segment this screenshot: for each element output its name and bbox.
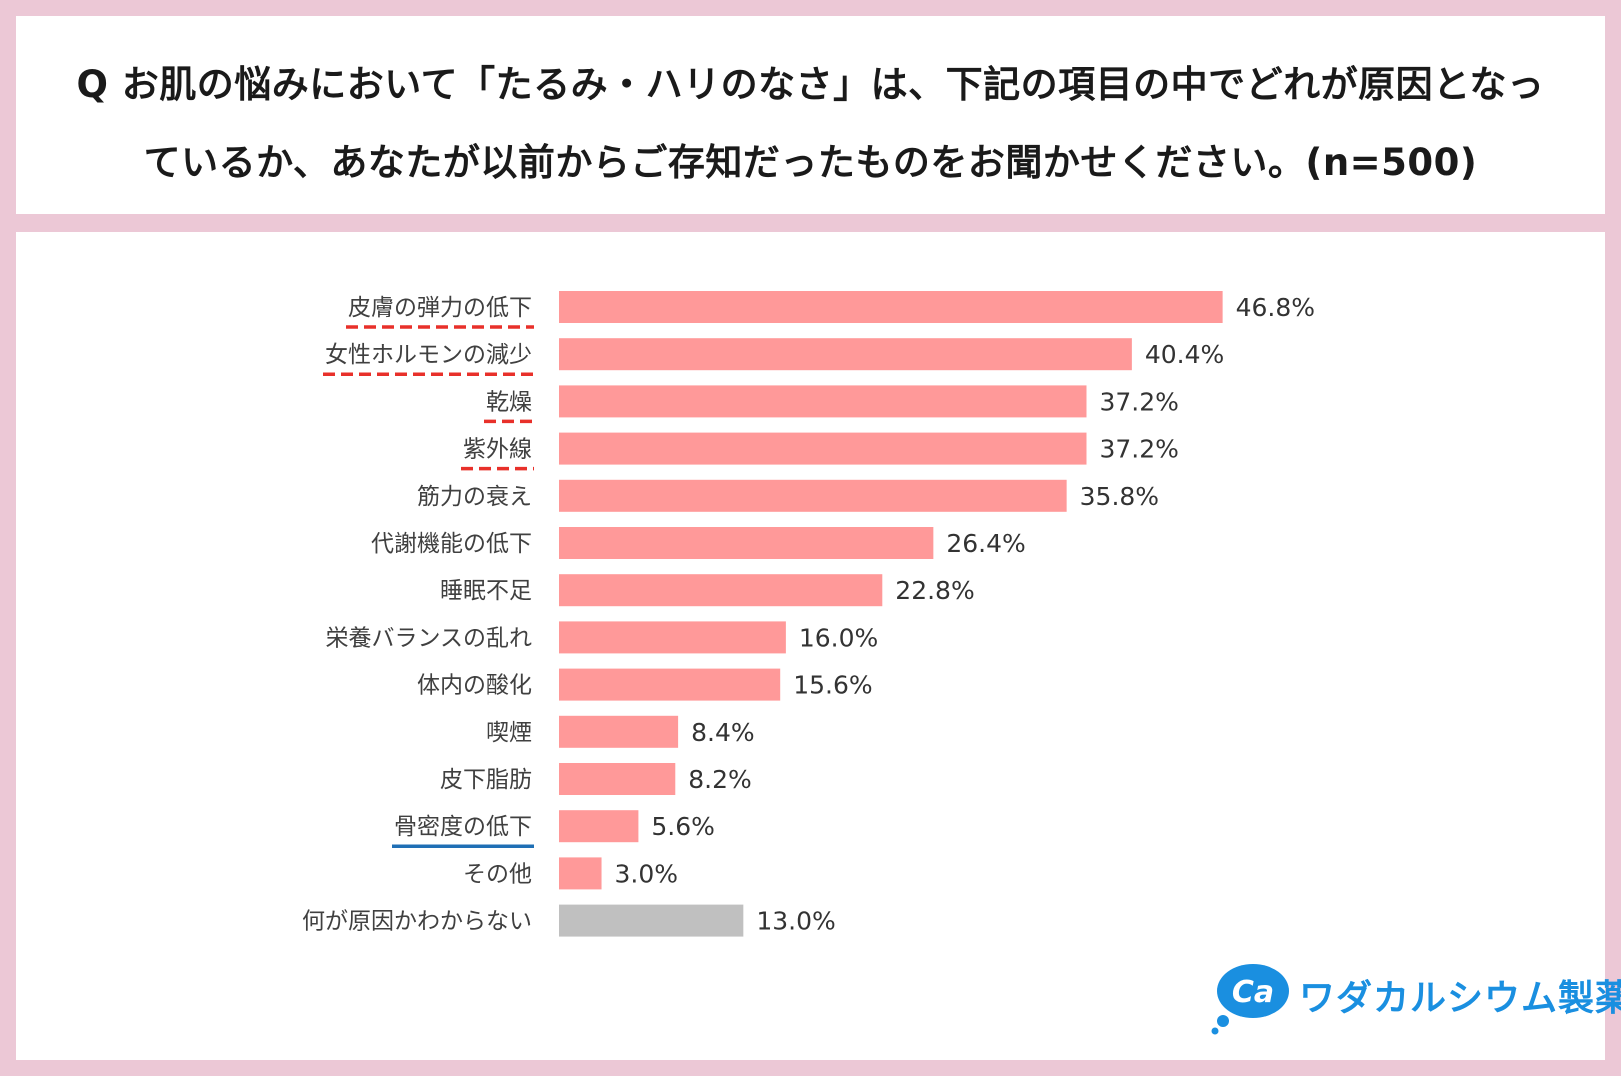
category-label: 女性ホルモンの減少 [325, 342, 532, 368]
logo-icon-text: Ca [1232, 975, 1274, 1010]
question-line-2: ているか、あなたが以前からご存知だったものをお聞かせください。(n=500) [143, 141, 1478, 184]
bar-row: 代謝機能の低下 26.4% [371, 527, 1026, 559]
bar [559, 291, 1223, 323]
bar-row: 体内の酸化 15.6% [417, 668, 873, 701]
value-label: 46.8% [1236, 293, 1315, 322]
bar [559, 527, 934, 559]
value-label: 5.6% [651, 812, 715, 841]
question-title: Q お肌の悩みにおいて「たるみ・ハリのなさ」は、下記の項目の中でどれが原因となっ… [56, 46, 1565, 202]
bar-row: その他 3.0% [463, 857, 679, 890]
category-label: 皮膚の弾力の低下 [348, 295, 532, 321]
value-label: 8.2% [688, 765, 752, 794]
value-label: 26.4% [946, 529, 1025, 558]
bar [559, 574, 883, 607]
value-label: 15.6% [793, 671, 872, 700]
bar-row: 骨密度の低下 5.6% [394, 810, 715, 843]
value-label: 40.4% [1145, 340, 1224, 369]
bar-row: 睡眠不足 22.8% [440, 574, 975, 607]
category-label: 筋力の衰え [417, 484, 532, 510]
category-label: 栄養バランスの乱れ [325, 625, 532, 651]
question-panel: Q お肌の悩みにおいて「たるみ・ハリのなさ」は、下記の項目の中でどれが原因となっ… [16, 16, 1605, 214]
value-label: 8.4% [691, 718, 755, 747]
bar-row: 乾燥 37.2% [486, 385, 1179, 418]
bar-chart: 皮膚の弾力の低下 46.8% 女性ホルモンの減少 40.4% 乾燥 37.2% 紫外線 37.… [302, 291, 1315, 937]
category-label: 喫煙 [486, 720, 532, 746]
value-label: 37.2% [1099, 387, 1178, 416]
bar [559, 904, 744, 937]
bar-row: 筋力の衰え 35.8% [417, 479, 1159, 512]
company-logo: Ca ワダカルシウム製薬 [1211, 957, 1621, 1037]
category-label: 乾燥 [486, 389, 532, 415]
ca-speech-bubble-icon: Ca [1211, 964, 1289, 1035]
bar-row: 女性ホルモンの減少 40.4% [325, 338, 1224, 371]
category-label: 紫外線 [463, 437, 532, 463]
bar [559, 338, 1132, 371]
logo-text: ワダカルシウム製薬 [1299, 978, 1621, 1019]
value-label: 3.0% [615, 859, 679, 888]
bar [559, 810, 639, 843]
question-line-1: Q お肌の悩みにおいて「たるみ・ハリのなさ」は、下記の項目の中でどれが原因となっ [76, 63, 1545, 106]
value-label: 35.8% [1080, 482, 1159, 511]
bar [559, 763, 676, 795]
bar [559, 715, 679, 748]
bar [559, 479, 1067, 512]
category-label: 睡眠不足 [440, 578, 532, 604]
bar [559, 857, 602, 890]
category-label: 何が原因かわからない [302, 909, 532, 935]
category-label: 体内の酸化 [417, 673, 532, 699]
category-label: 代謝機能の低下 [371, 531, 532, 557]
bar-row: 何が原因かわからない 13.0% [302, 904, 836, 937]
value-label: 13.0% [756, 907, 835, 936]
bar-row: 栄養バランスの乱れ 16.0% [325, 621, 878, 654]
bar-row: 紫外線 37.2% [463, 432, 1179, 465]
bar-row: 皮膚の弾力の低下 46.8% [348, 291, 1315, 323]
value-label: 37.2% [1099, 435, 1178, 464]
category-label: 骨密度の低下 [394, 814, 532, 840]
bar [559, 668, 781, 701]
bar [559, 385, 1087, 418]
chart-panel: 皮膚の弾力の低下 46.8% 女性ホルモンの減少 40.4% 乾燥 37.2% 紫外線 37.… [16, 232, 1621, 1060]
value-label: 22.8% [895, 576, 974, 605]
bar [559, 432, 1087, 465]
bar-row: 皮下脂肪 8.2% [440, 763, 752, 795]
category-label: 皮下脂肪 [440, 767, 532, 793]
bar-row: 喫煙 8.4% [486, 715, 755, 748]
value-label: 16.0% [799, 623, 878, 652]
bar [559, 621, 786, 654]
category-label: その他 [463, 861, 532, 887]
